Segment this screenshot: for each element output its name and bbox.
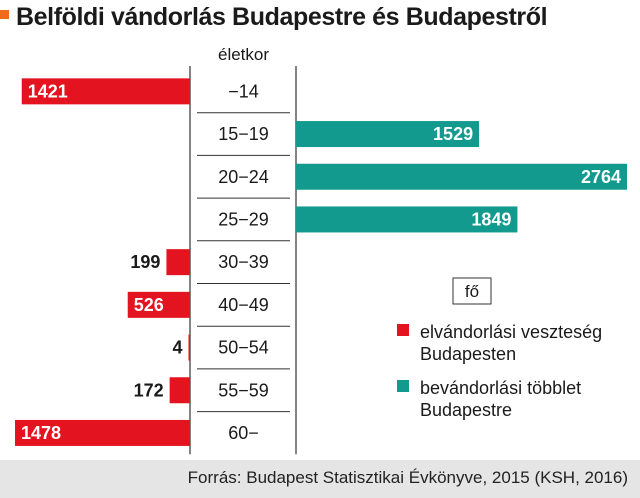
migration-chart: életkor −14 1421 15−19 1529 20−24 2764 25−29 184… — [15, 45, 627, 455]
unit-label: fő — [465, 282, 479, 301]
category-header: életkor — [218, 45, 269, 64]
title-accent-square — [0, 10, 9, 19]
loss-value-label: 172 — [134, 380, 164, 400]
category-label: 30−39 — [218, 252, 269, 272]
gain-value-label: 1529 — [433, 124, 473, 144]
category-label: 60− — [228, 423, 259, 443]
category-label: 15−19 — [218, 124, 269, 144]
chart-title: Belföldi vándorlás Budapestre és Budapes… — [16, 3, 548, 31]
loss-value-label: 199 — [130, 252, 160, 272]
loss-bar — [166, 249, 190, 276]
loss-value-label: 1421 — [28, 81, 68, 101]
loss-value-label: 1478 — [21, 423, 61, 443]
category-label: −14 — [228, 81, 259, 101]
legend-label: bevándorlási többlet — [420, 378, 581, 398]
loss-value-label: 4 — [172, 338, 182, 358]
gain-value-label: 2764 — [581, 167, 621, 187]
unit-box — [452, 277, 492, 305]
loss-bar — [127, 291, 190, 318]
gain-bar — [296, 121, 480, 148]
source-text: Forrás: Budapest Statisztikai Évkönyve, … — [187, 468, 628, 487]
legend-swatch — [397, 324, 409, 336]
category-label: 40−49 — [218, 295, 269, 315]
loss-bar — [188, 334, 190, 361]
loss-bar — [169, 377, 190, 404]
gain-bar — [296, 206, 518, 233]
loss-value-label: 526 — [134, 295, 164, 315]
category-label: 25−29 — [218, 209, 269, 229]
legend-label: Budapesten — [420, 344, 516, 364]
source-footer: Forrás: Budapest Statisztikai Évkönyve, … — [0, 460, 640, 498]
category-label: 50−54 — [218, 338, 269, 358]
loss-bar — [21, 78, 190, 105]
loss-bar — [15, 419, 190, 446]
legend-label: Budapestre — [420, 400, 512, 420]
category-column — [197, 66, 290, 455]
category-label: 20−24 — [218, 167, 269, 187]
legend-label: elvándorlási veszteség — [420, 322, 602, 342]
gain-value-label: 1849 — [471, 209, 511, 229]
gain-bar — [296, 163, 627, 190]
legend-swatch — [397, 380, 409, 392]
category-label: 55−59 — [218, 380, 269, 400]
